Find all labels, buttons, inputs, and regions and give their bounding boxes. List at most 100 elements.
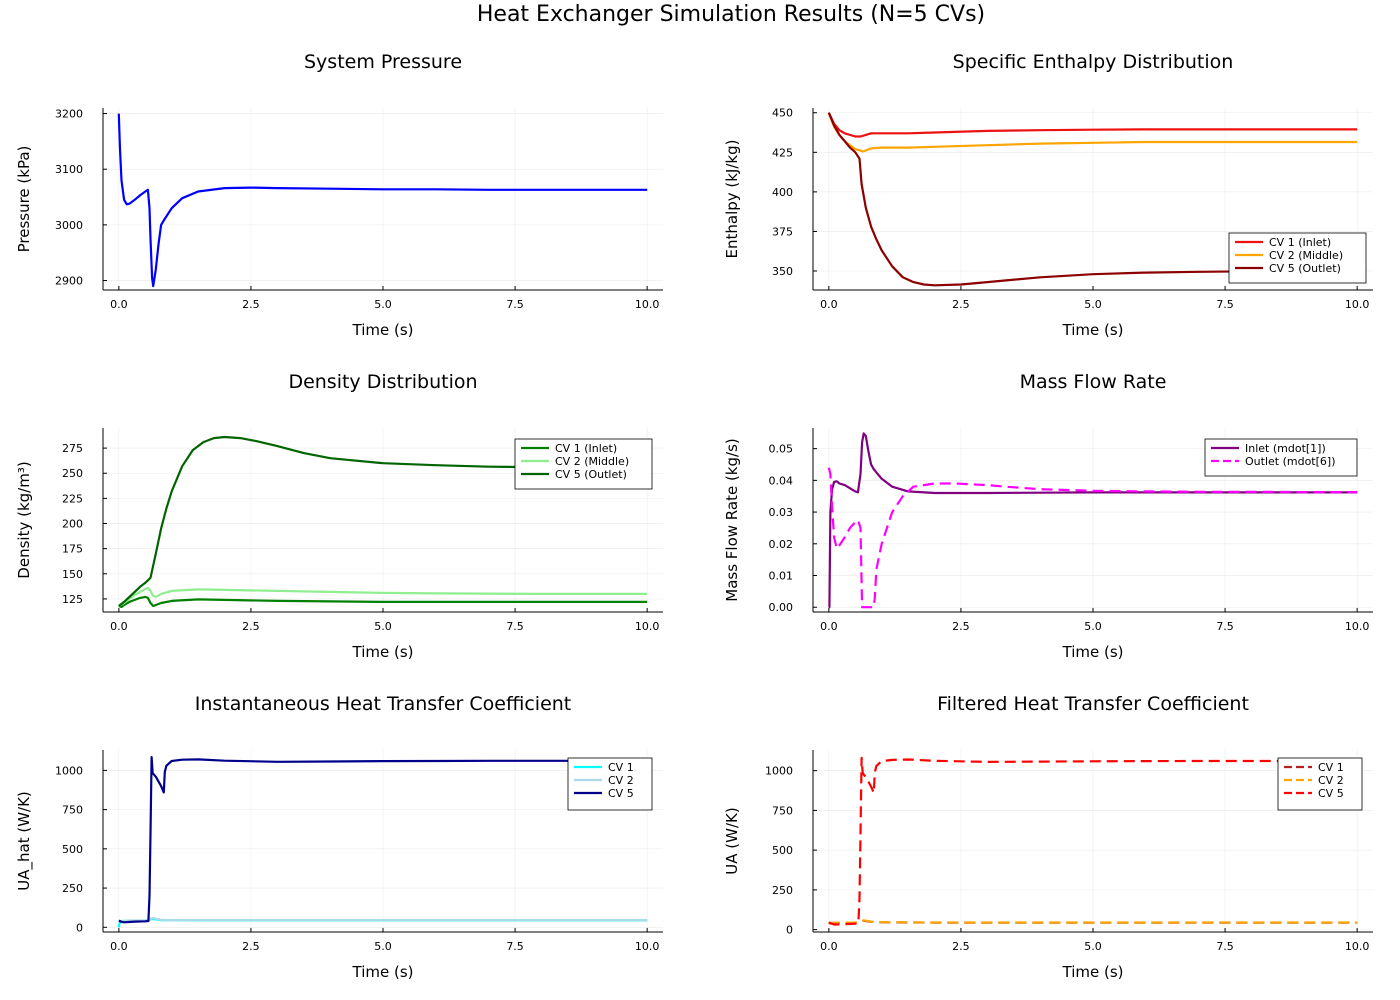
y-axis-label: Density (kg/m³) [15,461,33,578]
x-tick-label: 2.5 [952,298,970,311]
y-tick-label: 3000 [55,219,83,232]
y-tick-label: 0.03 [769,506,794,519]
x-tick-label: 2.5 [952,940,970,953]
y-tick-label: 750 [62,804,83,817]
y-tick-label: 0.04 [769,474,794,487]
series-line-cv-1-inlet [827,112,1358,138]
y-tick-label: 1000 [765,765,793,778]
legend-label: CV 1 [608,761,634,774]
y-tick-label: 0.00 [769,601,794,614]
legend: CV 1CV 2CV 5 [1277,757,1363,811]
y-tick-label: 500 [772,844,793,857]
y-tick-label: 375 [772,225,793,238]
series-line-cv-5-outlet [827,112,1358,287]
panel-1: 0.0 2.5 5.0 7.5 10.0 2900 3000 3100 3200 System P… [15,51,663,339]
x-axis-label: Time (s) [352,963,414,981]
legend-label: CV 1 (Inlet) [555,442,617,455]
legend: Inlet (mdot[1])Outlet (mdot[6]) [1204,438,1358,477]
y-tick-label: 225 [62,492,83,505]
x-tick-label: 7.5 [506,620,524,633]
panel-title: Mass Flow Rate [1020,371,1167,393]
y-tick-label: 0.01 [769,570,794,583]
x-tick-label: 7.5 [1216,298,1234,311]
legend-label: Outlet (mdot[6]) [1245,455,1335,468]
x-tick-label: 0.0 [110,298,128,311]
x-tick-label: 10.0 [635,620,660,633]
y-tick-label: 500 [62,843,83,856]
x-tick-label: 5.0 [374,298,392,311]
y-axis-label: Pressure (kPa) [15,146,33,253]
y-tick-label: 200 [62,518,83,531]
x-tick-label: 5.0 [374,620,392,633]
x-axis-label: Time (s) [352,321,414,339]
x-tick-label: 0.0 [820,940,838,953]
x-axis-label: Time (s) [1062,643,1124,661]
x-tick-label: 0.0 [820,298,838,311]
x-tick-label: 10.0 [635,298,660,311]
x-axis-label: Time (s) [1062,963,1124,981]
series-line-cv-1-inlet [118,595,648,609]
x-tick-label: 0.0 [110,620,128,633]
x-tick-label: 7.5 [506,298,524,311]
legend-label: Inlet (mdot[1]) [1245,442,1326,455]
series-line-cv-5 [118,756,648,924]
legend-label: CV 5 [608,787,634,800]
series-line-cv-2 [118,916,648,923]
panel-2: 0.0 2.5 5.0 7.5 10.0 350 375 400 425 450 Specific … [723,51,1373,339]
x-tick-label: 2.5 [242,940,260,953]
y-axis-label: UA_hat (W/K) [15,791,34,891]
y-tick-label: 250 [62,882,83,895]
y-tick-label: 250 [62,467,83,480]
y-tick-label: 0 [786,924,793,937]
panel-5: 0.0 2.5 5.0 7.5 10.0 0 250 500 750 1000 Instantane… [15,693,663,981]
y-tick-label: 175 [62,543,83,556]
x-tick-label: 5.0 [1084,620,1102,633]
y-tick-label: 0 [76,921,83,934]
legend: CV 1 (Inlet)CV 2 (Middle)CV 5 (Outlet) [1228,232,1367,284]
panel-6: 0.0 2.5 5.0 7.5 10.0 0 250 500 750 1000 Filtered H… [723,693,1373,981]
legend-label: CV 2 [608,774,634,787]
series-line-inlet-mdot-1 [828,432,1358,609]
legend-label: CV 5 (Outlet) [555,468,627,481]
x-tick-label: 2.5 [242,298,260,311]
x-axis-label: Time (s) [352,643,414,661]
x-tick-label: 10.0 [1345,620,1370,633]
legend-label: CV 5 (Outlet) [1269,262,1341,275]
x-tick-label: 10.0 [635,940,660,953]
y-tick-label: 750 [772,804,793,817]
x-tick-label: 7.5 [1216,620,1234,633]
x-tick-label: 2.5 [952,620,970,633]
panel-3: 0.0 2.5 5.0 7.5 10.0 125 150 175 200 225 250 275 Den… [15,371,663,661]
y-axis-label: UA (W/K) [723,807,741,874]
y-tick-label: 3200 [55,108,83,121]
panel-title: Specific Enthalpy Distribution [953,51,1234,73]
panel-4: 0.0 2.5 5.0 7.5 10.0 0.00 0.01 0.02 0.03 0.04 0.05… [723,371,1373,661]
legend-label: CV 1 [1318,761,1344,774]
x-tick-label: 0.0 [820,620,838,633]
panel-title: Instantaneous Heat Transfer Coefficient [195,693,572,715]
panel-title: System Pressure [304,51,462,73]
legend: CV 1 (Inlet)CV 2 (Middle)CV 5 (Outlet) [514,438,653,490]
y-tick-label: 275 [62,442,83,455]
legend-label: CV 5 [1318,787,1344,800]
y-tick-label: 425 [772,146,793,159]
legend-label: CV 2 (Middle) [1269,249,1343,262]
series-line-1 [117,113,648,288]
series-line-cv-5 [828,756,1358,926]
x-tick-label: 10.0 [1345,298,1370,311]
y-axis-label: Enthalpy (kJ/kg) [723,140,741,259]
legend-label: CV 1 (Inlet) [1269,236,1331,249]
x-tick-label: 7.5 [506,940,524,953]
y-tick-label: 125 [62,593,83,606]
series-line-cv-2-middle [118,586,648,607]
y-tick-label: 0.02 [769,538,794,551]
x-axis-label: Time (s) [1062,321,1124,339]
x-tick-label: 7.5 [1216,940,1234,953]
x-tick-label: 2.5 [242,620,260,633]
x-tick-label: 5.0 [374,940,392,953]
panel-title: Filtered Heat Transfer Coefficient [937,693,1249,715]
series-line-outlet-mdot-6 [827,467,1358,609]
legend-label: CV 2 [1318,774,1344,787]
panel-title: Density Distribution [288,371,477,393]
